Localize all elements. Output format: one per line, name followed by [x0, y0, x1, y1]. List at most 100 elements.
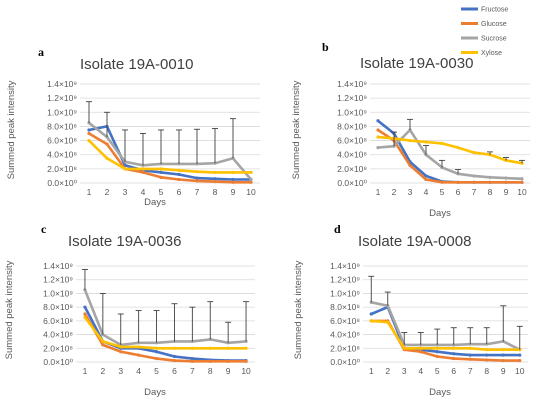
- y-tick-label: 2.0×10⁸: [337, 164, 367, 174]
- x-tick-label: 2: [100, 366, 105, 376]
- x-tick-label: 7: [468, 366, 473, 376]
- data-point-fructose: [231, 177, 235, 182]
- x-tick-label: 8: [488, 187, 493, 197]
- x-tick-label: 1: [369, 366, 374, 376]
- y-tick-label: 6.0×10⁸: [47, 136, 77, 146]
- data-point-glucose: [468, 357, 472, 361]
- data-point-xylose: [172, 346, 177, 350]
- panel-letter: c: [41, 222, 47, 236]
- panel-title: Isolate 19A-0030: [360, 55, 473, 72]
- data-point-fructose: [195, 176, 199, 180]
- data-point-xylose: [105, 156, 109, 160]
- data-point-glucose: [208, 359, 212, 363]
- data-point-glucose: [488, 180, 492, 184]
- x-tick-label: 9: [226, 366, 231, 376]
- data-point-xylose: [190, 346, 194, 350]
- data-point-glucose: [190, 359, 194, 363]
- x-tick-label: 2: [392, 187, 397, 197]
- x-tick-label: 8: [208, 366, 213, 376]
- data-point-fructose: [213, 177, 217, 181]
- x-tick-label: 7: [190, 366, 195, 376]
- data-point-xylose: [435, 346, 439, 350]
- x-tick-label: 5: [440, 187, 445, 197]
- data-point-xylose: [226, 346, 230, 350]
- y-tick-label: 8.0×10⁸: [330, 302, 360, 312]
- x-tick-label: 5: [159, 187, 164, 197]
- x-tick-label: 8: [213, 187, 218, 197]
- data-point-xylose: [419, 346, 423, 350]
- data-point-xylose: [456, 146, 460, 150]
- legend: Fructose Glucose Sucrose Xylose: [461, 7, 508, 57]
- data-point-glucose: [485, 358, 489, 362]
- x-tick-label: 5: [154, 366, 159, 376]
- x-tick-label: 6: [451, 366, 456, 376]
- x-tick-label: 2: [105, 187, 110, 197]
- data-point-xylose: [123, 167, 127, 171]
- data-point-glucose: [159, 175, 163, 179]
- x-tick-label: 10: [241, 366, 251, 376]
- data-point-xylose: [244, 346, 248, 350]
- y-tick-label: 0.0×10⁰: [330, 357, 360, 367]
- y-tick-label: 6.0×10⁸: [330, 316, 360, 326]
- data-point-xylose: [159, 167, 163, 171]
- x-tick-label: 4: [418, 366, 423, 376]
- data-point-glucose: [87, 131, 91, 136]
- y-axis-label: Summed peak intensity: [291, 80, 302, 179]
- series-line-sucrose: [377, 128, 523, 181]
- x-tick-label: 6: [172, 366, 177, 376]
- data-point-glucose: [456, 180, 460, 184]
- x-tick-label: 3: [123, 187, 128, 197]
- x-tick-label: 2: [385, 366, 390, 376]
- y-tick-label: 1.2×10⁹: [43, 275, 73, 285]
- data-point-xylose: [402, 346, 406, 350]
- data-point-fructose: [452, 352, 456, 356]
- data-point-glucose: [137, 353, 141, 357]
- panels: 0.0×10⁰ 2.0×10⁸ 4.0×10⁸ 6.0×10⁸ 8.0×10⁸ 1.0×1…: [4, 40, 530, 398]
- data-point-fructose: [154, 350, 159, 354]
- y-axis-label: Summed peak intensity: [293, 260, 304, 359]
- x-tick-label: 4: [141, 187, 146, 197]
- data-point-xylose: [408, 138, 412, 143]
- data-point-glucose: [249, 180, 253, 184]
- panel-letter: a: [38, 45, 44, 59]
- y-tick-label: 1.0×10⁹: [43, 288, 73, 298]
- data-point-xylose: [208, 346, 212, 350]
- x-tick-label: 9: [504, 187, 509, 197]
- series-line-xylose: [371, 319, 520, 352]
- data-point-glucose: [119, 350, 123, 354]
- y-tick-label: 1.0×10⁹: [47, 107, 77, 117]
- data-point-glucose: [435, 354, 439, 359]
- y-tick-label: 1.2×10⁹: [337, 93, 367, 103]
- y-tick-label: 1.0×10⁹: [337, 107, 367, 117]
- x-tick-label: 3: [402, 366, 407, 376]
- data-point-sucrose: [504, 176, 508, 180]
- data-point-xylose: [424, 140, 428, 144]
- data-point-glucose: [376, 128, 380, 132]
- y-tick-label: 4.0×10⁸: [43, 330, 73, 340]
- panel-title: Isolate 19A-0036: [68, 233, 181, 250]
- panel-letter: d: [334, 222, 341, 236]
- chart-panel-b: 0.0×10⁰ 2.0×10⁸ 4.0×10⁸ 6.0×10⁸ 8.0×10⁸ 1.0×1…: [291, 40, 530, 219]
- data-point-fructose: [468, 353, 472, 357]
- series-line-sucrose: [371, 301, 521, 351]
- panel-title: Isolate 19A-0010: [80, 56, 193, 73]
- chart-panel-a: 0.0×10⁰ 2.0×10⁸ 4.0×10⁸ 6.0×10⁸ 8.0×10⁸ 1.0×1…: [6, 45, 260, 208]
- data-point-glucose: [244, 359, 248, 363]
- x-tick-label: 10: [517, 187, 527, 197]
- data-point-fructose: [435, 350, 439, 354]
- y-tick-label: 8.0×10⁸: [47, 121, 77, 131]
- data-point-sucrose: [520, 177, 524, 181]
- x-tick-label: 1: [376, 187, 381, 197]
- series-line-glucose: [83, 313, 247, 363]
- data-point-glucose: [440, 180, 444, 184]
- data-point-glucose: [154, 356, 159, 361]
- data-point-xylose: [249, 170, 253, 174]
- data-point-glucose: [408, 163, 412, 167]
- data-point-xylose: [231, 170, 235, 174]
- data-point-fructose: [501, 353, 505, 357]
- x-tick-label: 6: [177, 187, 182, 197]
- data-point-glucose: [226, 359, 230, 363]
- series-line-sucrose: [83, 289, 247, 347]
- y-tick-label: 1.2×10⁹: [47, 93, 77, 103]
